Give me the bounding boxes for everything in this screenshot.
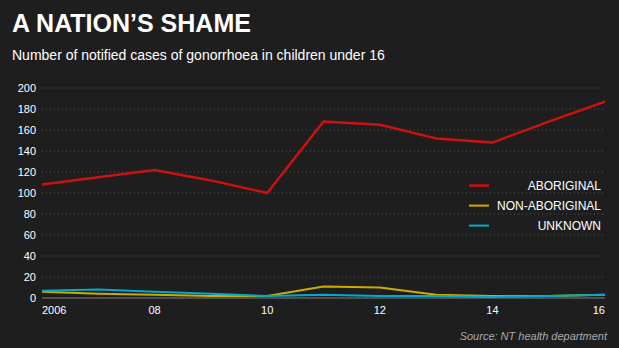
series-line bbox=[42, 290, 605, 297]
legend-label: NON-ABORIGINAL bbox=[497, 199, 601, 213]
y-tick-label: 200 bbox=[18, 82, 36, 94]
y-tick-label: 120 bbox=[18, 166, 36, 178]
grid-line bbox=[42, 151, 605, 152]
x-tick-label: 12 bbox=[374, 304, 386, 316]
title: A NATION’S SHAME bbox=[12, 9, 251, 37]
legend-label: ABORIGINAL bbox=[528, 179, 602, 193]
lines bbox=[42, 102, 605, 297]
legend-swatch bbox=[469, 225, 489, 227]
x-tick-label: 14 bbox=[486, 304, 498, 316]
grid-line bbox=[42, 193, 605, 194]
background bbox=[0, 0, 619, 348]
y-tick-label: 160 bbox=[18, 124, 36, 136]
y-axis: 0 20 40 60 80 100 120 140 160 180 200 bbox=[18, 82, 605, 304]
y-tick-label: 100 bbox=[18, 187, 36, 199]
grid-line bbox=[42, 256, 605, 257]
grid-line bbox=[42, 298, 605, 299]
chart: A NATION’S SHAME Number of notified cases… bbox=[0, 0, 619, 348]
x-axis: 2006 08 10 12 14 16 bbox=[42, 304, 605, 316]
source: Source: NT health department bbox=[460, 330, 608, 342]
grid-line bbox=[42, 130, 605, 131]
x-tick-label: 08 bbox=[148, 304, 160, 316]
subtitle: Number of notified cases of gonorrhoea i… bbox=[12, 47, 385, 63]
grid-line bbox=[42, 277, 605, 278]
grid-line bbox=[42, 88, 605, 89]
x-tick-label: 10 bbox=[261, 304, 273, 316]
x-tick-label: 16 bbox=[593, 304, 605, 316]
y-tick-label: 40 bbox=[24, 250, 36, 262]
legend-swatch bbox=[469, 205, 489, 207]
legend: ABORIGINAL NON-ABORIGINAL UNKNOWN bbox=[469, 179, 601, 233]
y-tick-label: 180 bbox=[18, 103, 36, 115]
x-axis-line bbox=[42, 298, 605, 299]
x-tick-label: 2006 bbox=[42, 304, 66, 316]
grid-line bbox=[42, 235, 605, 236]
y-tick-label: 20 bbox=[24, 271, 36, 283]
grid-line bbox=[42, 214, 605, 215]
y-tick-label: 60 bbox=[24, 229, 36, 241]
series-line bbox=[42, 102, 605, 193]
legend-swatch bbox=[469, 184, 489, 187]
y-tick-label: 140 bbox=[18, 145, 36, 157]
legend-label: UNKNOWN bbox=[538, 219, 601, 233]
grid-line bbox=[42, 109, 605, 110]
y-tick-label: 80 bbox=[24, 208, 36, 220]
y-tick-label: 0 bbox=[30, 292, 36, 304]
